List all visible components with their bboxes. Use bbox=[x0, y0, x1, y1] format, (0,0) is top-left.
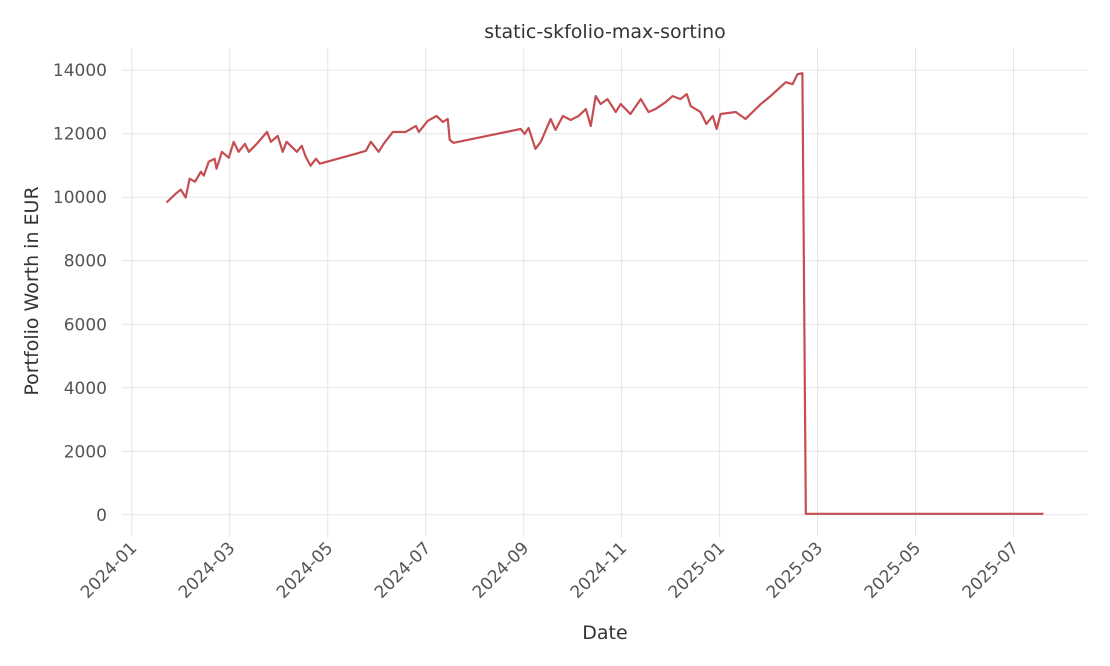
x-tick-label: 2024-01 bbox=[77, 538, 141, 602]
y-tick-label: 0 bbox=[96, 506, 107, 526]
chart-title: static-skfolio-max-sortino bbox=[484, 21, 726, 43]
x-tick-label: 2025-05 bbox=[861, 538, 925, 602]
x-tick-label: 2025-07 bbox=[959, 538, 1023, 602]
x-tick-label: 2024-05 bbox=[273, 538, 337, 602]
y-tick-label: 8000 bbox=[64, 252, 107, 272]
y-tick-label: 6000 bbox=[64, 315, 107, 335]
y-tick-label: 12000 bbox=[53, 125, 107, 145]
x-axis-label: Date bbox=[582, 622, 627, 644]
x-tick-label: 2025-03 bbox=[763, 538, 827, 602]
line-series bbox=[165, 72, 1044, 515]
x-tick-label: 2024-07 bbox=[371, 538, 435, 602]
y-tick-label: 2000 bbox=[64, 442, 107, 462]
y-tick-label: 14000 bbox=[53, 61, 107, 81]
x-tick-label: 2024-11 bbox=[567, 538, 631, 602]
y-tick-label: 4000 bbox=[64, 379, 107, 399]
x-tick-label: 2025-01 bbox=[665, 538, 729, 602]
x-tick-label: 2024-09 bbox=[469, 538, 533, 602]
y-tick-label: 10000 bbox=[53, 188, 107, 208]
y-axis-label: Portfolio Worth in EUR bbox=[21, 186, 43, 395]
x-tick-label: 2024-03 bbox=[175, 538, 239, 602]
